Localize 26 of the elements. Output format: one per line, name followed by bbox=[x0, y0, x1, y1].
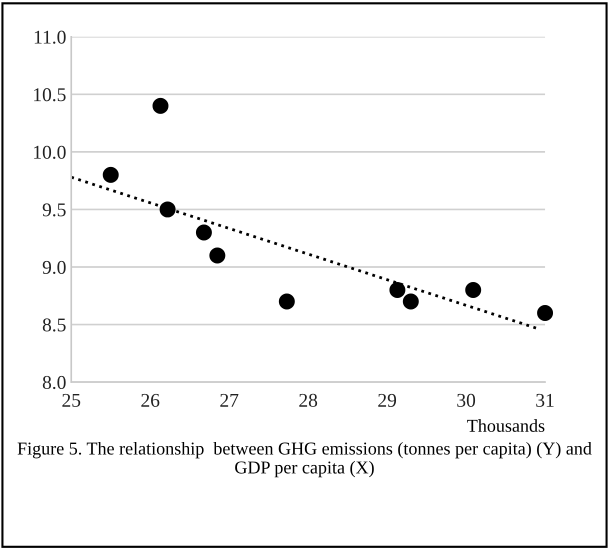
x-tick-label: 28 bbox=[299, 394, 318, 407]
point bbox=[389, 282, 406, 298]
x-tick-label: 26 bbox=[141, 394, 160, 407]
y-tick-label: 8.5 bbox=[42, 318, 66, 332]
y-tick-label: 9.0 bbox=[42, 260, 66, 274]
y-tick-label: 10.5 bbox=[34, 88, 66, 102]
x-tick-label: 30 bbox=[457, 394, 476, 407]
y-tick-label: 9.5 bbox=[42, 203, 66, 216]
x-axis-title: Thousands bbox=[467, 419, 544, 432]
point bbox=[209, 248, 226, 264]
point bbox=[160, 201, 176, 218]
point bbox=[152, 98, 168, 114]
point bbox=[537, 305, 554, 322]
y-tick-label: 10.0 bbox=[34, 146, 66, 159]
point bbox=[465, 282, 482, 298]
x-tick-label: 27 bbox=[220, 394, 238, 407]
y-tick-label: 11.0 bbox=[34, 30, 66, 44]
point bbox=[278, 294, 295, 310]
caption: Figure 5. The relationship between GHG emissions (tonnes per capita) (Y) and GDP per capita (X) bbox=[18, 442, 592, 478]
point bbox=[196, 224, 212, 240]
point bbox=[402, 294, 419, 310]
y-tick-label: 8.0 bbox=[42, 376, 66, 390]
x-tick-label: 29 bbox=[378, 394, 396, 407]
point bbox=[102, 166, 119, 183]
x-tick-label: 25 bbox=[62, 394, 80, 407]
x-tick-label: 31 bbox=[536, 394, 554, 407]
